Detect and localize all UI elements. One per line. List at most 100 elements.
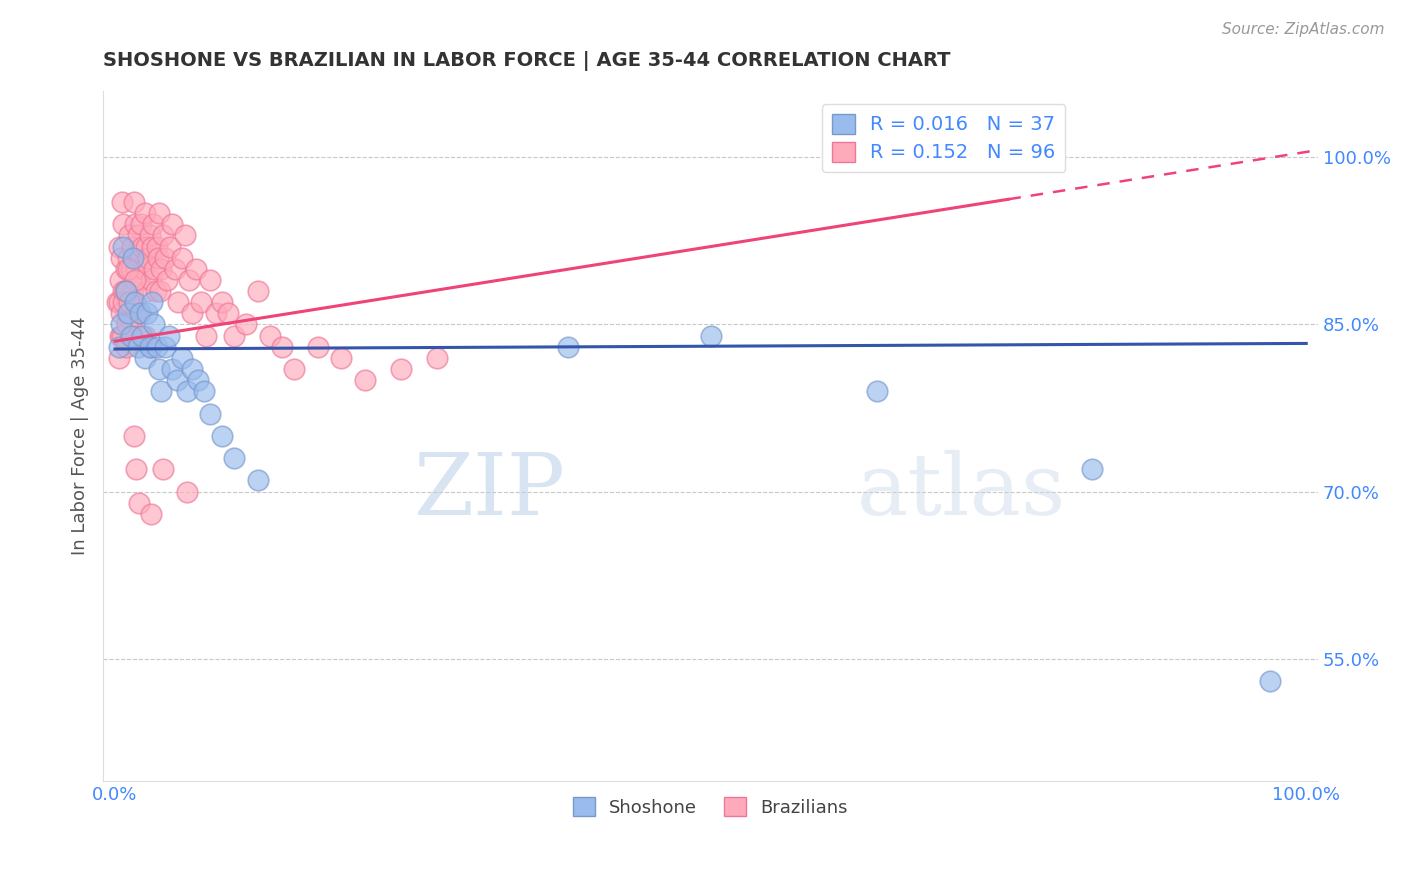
- Point: [134, 206, 156, 220]
- Point: [176, 484, 198, 499]
- Point: [330, 351, 353, 365]
- Point: [187, 373, 209, 387]
- Point: [176, 384, 198, 399]
- Point: [146, 251, 169, 265]
- Point: [117, 261, 139, 276]
- Point: [112, 239, 135, 253]
- Point: [259, 328, 281, 343]
- Point: [159, 239, 181, 253]
- Point: [129, 306, 152, 320]
- Point: [174, 228, 197, 243]
- Text: Source: ZipAtlas.com: Source: ZipAtlas.com: [1222, 22, 1385, 37]
- Point: [426, 351, 449, 365]
- Text: SHOSHONE VS BRAZILIAN IN LABOR FORCE | AGE 35-44 CORRELATION CHART: SHOSHONE VS BRAZILIAN IN LABOR FORCE | A…: [103, 51, 950, 70]
- Point: [142, 217, 165, 231]
- Point: [108, 273, 131, 287]
- Point: [111, 328, 134, 343]
- Point: [121, 328, 143, 343]
- Point: [110, 251, 132, 265]
- Point: [138, 228, 160, 243]
- Point: [122, 429, 145, 443]
- Point: [122, 251, 145, 265]
- Point: [145, 284, 167, 298]
- Point: [114, 340, 136, 354]
- Point: [124, 273, 146, 287]
- Point: [150, 384, 173, 399]
- Point: [121, 239, 143, 253]
- Point: [125, 462, 148, 476]
- Point: [193, 384, 215, 399]
- Point: [118, 295, 141, 310]
- Point: [224, 451, 246, 466]
- Point: [112, 217, 135, 231]
- Point: [190, 295, 212, 310]
- Point: [114, 284, 136, 298]
- Point: [118, 228, 141, 243]
- Point: [389, 362, 412, 376]
- Point: [120, 318, 142, 332]
- Point: [132, 261, 155, 276]
- Point: [128, 273, 150, 287]
- Point: [110, 328, 132, 343]
- Point: [177, 273, 200, 287]
- Point: [148, 362, 170, 376]
- Point: [128, 306, 150, 320]
- Point: [122, 295, 145, 310]
- Point: [122, 194, 145, 209]
- Point: [131, 239, 153, 253]
- Point: [181, 362, 204, 376]
- Point: [114, 306, 136, 320]
- Point: [120, 261, 142, 276]
- Point: [135, 239, 157, 253]
- Point: [114, 284, 136, 298]
- Point: [143, 261, 166, 276]
- Point: [152, 228, 174, 243]
- Point: [124, 217, 146, 231]
- Point: [170, 351, 193, 365]
- Point: [108, 328, 131, 343]
- Point: [110, 306, 132, 320]
- Text: ZIP: ZIP: [413, 450, 565, 533]
- Point: [170, 251, 193, 265]
- Point: [283, 362, 305, 376]
- Point: [134, 351, 156, 365]
- Point: [153, 251, 176, 265]
- Point: [129, 306, 152, 320]
- Point: [107, 340, 129, 354]
- Point: [114, 284, 136, 298]
- Point: [120, 328, 142, 343]
- Point: [112, 295, 135, 310]
- Point: [139, 273, 162, 287]
- Point: [127, 340, 149, 354]
- Point: [148, 206, 170, 220]
- Point: [166, 373, 188, 387]
- Point: [145, 239, 167, 253]
- Point: [115, 318, 138, 332]
- Point: [110, 318, 132, 332]
- Point: [270, 340, 292, 354]
- Point: [307, 340, 329, 354]
- Point: [246, 474, 269, 488]
- Point: [167, 295, 190, 310]
- Point: [107, 295, 129, 310]
- Point: [224, 328, 246, 343]
- Legend: Shoshone, Brazilians: Shoshone, Brazilians: [567, 790, 855, 823]
- Point: [160, 362, 183, 376]
- Point: [117, 306, 139, 320]
- Point: [112, 284, 135, 298]
- Point: [127, 328, 149, 343]
- Point: [136, 306, 159, 320]
- Point: [139, 340, 162, 354]
- Point: [115, 295, 138, 310]
- Point: [152, 462, 174, 476]
- Point: [107, 351, 129, 365]
- Point: [114, 261, 136, 276]
- Point: [157, 328, 180, 343]
- Point: [122, 284, 145, 298]
- Point: [124, 295, 146, 310]
- Point: [128, 496, 150, 510]
- Point: [107, 295, 129, 310]
- Point: [1081, 462, 1104, 476]
- Point: [125, 261, 148, 276]
- Point: [156, 273, 179, 287]
